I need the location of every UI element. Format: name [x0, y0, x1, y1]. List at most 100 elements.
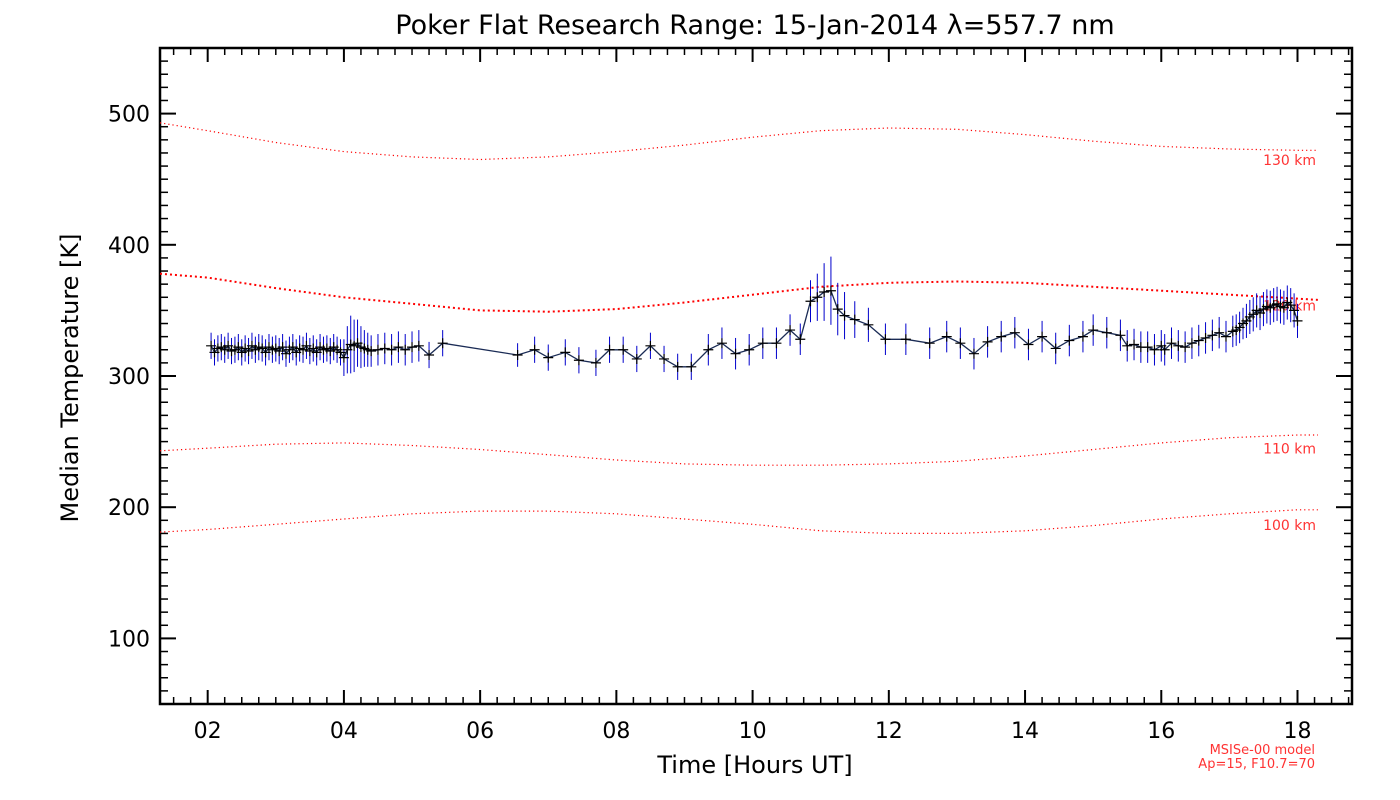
data-point: [618, 344, 629, 355]
data-point: [900, 334, 911, 345]
data-point: [260, 347, 271, 358]
minor-ticks: [160, 47, 1352, 705]
data-point: [785, 325, 796, 336]
measurement-line: [210, 289, 1299, 368]
data-point: [1285, 300, 1296, 311]
x-tick-label: 18: [1284, 719, 1312, 744]
x-tick-label: 04: [330, 719, 358, 744]
data-point: [672, 361, 683, 372]
data-point: [1292, 315, 1303, 326]
data-point: [686, 361, 697, 372]
data-point: [1159, 344, 1170, 355]
data-point: [1180, 342, 1191, 353]
data-point: [1173, 340, 1184, 351]
data-point: [849, 314, 860, 325]
data-point: [372, 344, 383, 355]
data-point: [819, 287, 830, 298]
data-point: [233, 342, 244, 353]
model-note-line-2: Ap=15, F10.7=70: [1198, 757, 1315, 772]
model-curve-130-km: [159, 122, 1318, 161]
data-point: [301, 340, 312, 351]
model-note-line-1: MSISe-00 model: [1210, 743, 1315, 758]
data-point: [955, 338, 966, 349]
data-point: [645, 340, 656, 351]
data-point: [1207, 330, 1218, 341]
data-point: [424, 350, 435, 361]
data-point: [839, 310, 850, 321]
data-point: [982, 336, 993, 347]
data-point: [659, 353, 670, 364]
plot-frame: [158, 46, 1354, 706]
data-point: [386, 344, 397, 355]
data-point: [1064, 335, 1075, 346]
data-point: [407, 342, 418, 353]
data-point: [1289, 305, 1300, 316]
data-point: [573, 355, 584, 366]
data-point: [880, 334, 891, 345]
data-point: [1142, 342, 1153, 353]
x-axis-label: Time [Hours UT]: [656, 751, 852, 779]
data-point: [1050, 343, 1061, 354]
data-point: [863, 319, 874, 330]
y-tick-label: 200: [108, 496, 150, 521]
data-point: [968, 348, 979, 359]
model-curve-100-km: [159, 509, 1318, 535]
model-label: 110 km: [1263, 442, 1316, 458]
data-point: [1220, 331, 1231, 342]
model-label: 130 km: [1263, 153, 1316, 169]
data-point: [604, 344, 615, 355]
chart-title: Poker Flat Research Range: 15-Jan-2014 λ…: [395, 10, 1114, 41]
data-point: [1278, 302, 1289, 313]
data-point: [1129, 339, 1140, 350]
model-labels: 130 km 120 km 110 km 100 km: [1263, 153, 1316, 534]
data-point: [812, 292, 823, 303]
data-point: [795, 334, 806, 345]
data-point: [771, 338, 782, 349]
data-point: [941, 331, 952, 342]
data-point: [543, 352, 554, 363]
data-point: [1115, 330, 1126, 341]
data-point: [1166, 338, 1177, 349]
y-tick-label: 300: [108, 365, 150, 390]
x-axis: 02 04 06 08 10 12 14 16 18: [194, 48, 1312, 744]
data-point: [1214, 327, 1225, 338]
data-point: [311, 347, 322, 358]
data-point: [400, 344, 411, 355]
data-point: [1037, 331, 1048, 342]
model-label: 120 km: [1263, 299, 1316, 315]
data-point: [287, 342, 298, 353]
data-point: [560, 347, 571, 358]
data-point: [393, 342, 404, 353]
y-tick-label: 100: [108, 627, 150, 652]
x-tick-label: 12: [875, 719, 903, 744]
data-point: [716, 338, 727, 349]
measurement-series: [206, 285, 1303, 372]
x-tick-label: 08: [602, 719, 630, 744]
model-curves: [159, 122, 1318, 535]
data-point: [1149, 344, 1160, 355]
data-point: [335, 347, 346, 358]
data-point: [1200, 332, 1211, 343]
data-point: [1122, 340, 1133, 351]
x-tick-label: 14: [1011, 719, 1039, 744]
data-point: [243, 346, 254, 357]
data-point: [1186, 338, 1197, 349]
data-point: [413, 340, 424, 351]
data-point: [1101, 327, 1112, 338]
x-tick-label: 10: [739, 719, 767, 744]
data-point: [366, 346, 377, 357]
data-point: [206, 340, 217, 351]
x-tick-label: 06: [466, 719, 494, 744]
data-point: [730, 348, 741, 359]
data-point: [338, 352, 349, 363]
data-point: [512, 350, 523, 361]
data-point: [744, 344, 755, 355]
data-point: [805, 296, 816, 307]
data-point: [1077, 331, 1088, 342]
data-point: [703, 344, 714, 355]
model-curve-110-km: [159, 434, 1318, 466]
data-point: [277, 342, 288, 353]
data-point: [1088, 325, 1099, 336]
data-point: [631, 353, 642, 364]
